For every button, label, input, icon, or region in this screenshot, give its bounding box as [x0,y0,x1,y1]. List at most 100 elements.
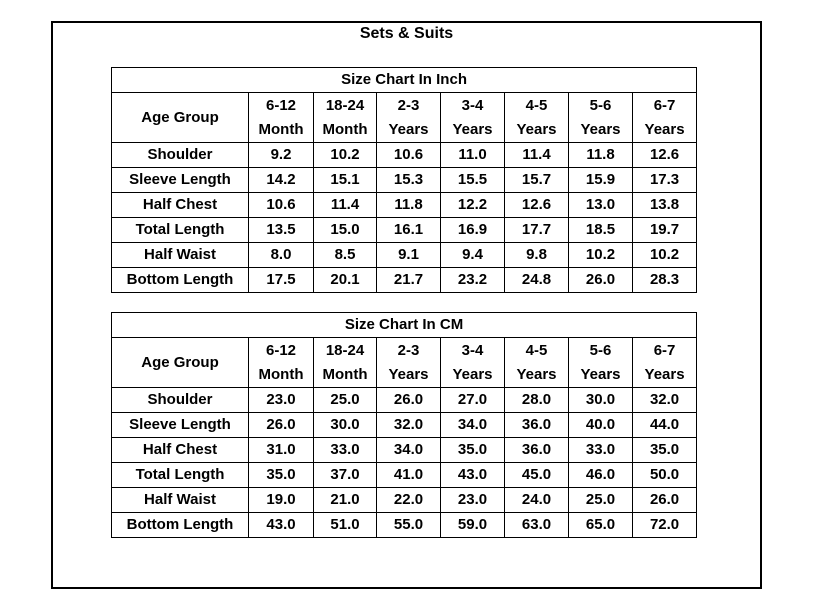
cell: 21.0 [313,487,377,513]
cell: 27.0 [440,387,505,413]
cell: 8.0 [248,242,314,268]
header-line: 3-4 [461,96,484,114]
row-label: Shoulder [111,387,249,413]
cell: 15.7 [504,167,569,193]
cell: 30.0 [313,412,377,438]
cell: 14.2 [248,167,314,193]
cell: 22.0 [376,487,441,513]
cell: 30.0 [568,387,633,413]
cell: 33.0 [313,437,377,463]
data-row: Half Chest 10.6 11.4 11.8 12.2 12.6 13.0 13.8 [111,192,698,218]
header-line: 4-5 [525,96,548,114]
cell: 10.2 [631,242,698,268]
cell: 35.0 [631,437,698,463]
header-line: Years [580,120,621,138]
cell: 59.0 [440,512,505,538]
cell: 23.0 [440,487,505,513]
cell: 37.0 [313,462,377,488]
row-label: Half Chest [111,437,249,463]
cell: 21.7 [376,267,441,293]
cell: 10.2 [313,142,377,168]
cell: 13.0 [568,192,633,218]
row-label: Half Waist [111,487,249,513]
row-label: Shoulder [111,142,249,168]
cell: 34.0 [376,437,441,463]
cell: 12.6 [631,142,698,168]
header-line: 18-24 [325,341,365,359]
cell: 41.0 [376,462,441,488]
header-line: Month [258,120,304,138]
cell: 10.6 [248,192,314,218]
data-row: Shoulder 9.2 10.2 10.6 11.0 11.4 11.8 12.6 [111,142,698,168]
header-line: Years [580,365,621,383]
cell: 16.1 [376,217,441,243]
cell: 15.5 [440,167,505,193]
header-line: Month [322,120,368,138]
cell: 20.1 [313,267,377,293]
header-line: Month [322,365,368,383]
page-title: Sets & Suits [359,25,454,42]
data-row: Shoulder 23.0 25.0 26.0 27.0 28.0 30.0 32.0 [111,387,698,413]
row-label: Bottom Length [111,267,249,293]
cell: 11.8 [568,142,633,168]
header-line: Years [644,365,685,383]
cell: 28.0 [504,387,569,413]
size-table: Size Chart In Inch Age Group 6-12 Month 18-2… [110,67,698,293]
row-label: Total Length [111,217,249,243]
header-cell: 2-3 Years [376,337,441,388]
header-cell: 6-12 Month [248,92,314,143]
table-title: Size Chart In Inch [110,67,698,93]
cell: 45.0 [504,462,569,488]
cell: 9.8 [504,242,569,268]
header-cell: 18-24 Month [313,92,377,143]
cell: 15.3 [376,167,441,193]
header-line: 2-3 [397,341,420,359]
header-line: Years [452,120,493,138]
cell: 16.9 [440,217,505,243]
header-row: Age Group 6-12 Month 18-24 Month 2-3 Years 3-4 Y… [111,337,698,388]
cell: 34.0 [440,412,505,438]
cell: 23.2 [440,267,505,293]
header-cell: 4-5 Years [504,92,569,143]
cell: 19.7 [631,217,698,243]
header-cell: 6-7 Years [631,92,698,143]
size-table: Size Chart In CM Age Group 6-12 Month 18-24 M… [110,312,698,538]
cell: 11.0 [440,142,505,168]
cell: 17.7 [504,217,569,243]
header-line: 6-12 [265,96,297,114]
cell: 9.4 [440,242,505,268]
header-line: Years [516,120,557,138]
data-row: Bottom Length 17.5 20.1 21.7 23.2 24.8 26.0 28.… [111,267,698,293]
cell: 36.0 [504,437,569,463]
cell: 44.0 [631,412,698,438]
table-title: Size Chart In CM [110,312,698,338]
cell: 35.0 [440,437,505,463]
cell: 26.0 [248,412,314,438]
cell: 28.3 [631,267,698,293]
cell: 32.0 [376,412,441,438]
cell: 43.0 [440,462,505,488]
header-line: Years [452,365,493,383]
data-row: Bottom Length 43.0 51.0 55.0 59.0 63.0 65.0 72.… [111,512,698,538]
header-line: Years [644,120,685,138]
cell: 19.0 [248,487,314,513]
cell: 15.0 [313,217,377,243]
row-label: Sleeve Length [111,167,249,193]
row-label: Half Chest [111,192,249,218]
cell: 33.0 [568,437,633,463]
row-label: Half Waist [111,242,249,268]
data-row: Half Waist 19.0 21.0 22.0 23.0 24.0 25.0 26.0 [111,487,698,513]
header-cell: 5-6 Years [568,92,633,143]
cell: 18.5 [568,217,633,243]
cell: 35.0 [248,462,314,488]
header-line: 3-4 [461,341,484,359]
cell: 46.0 [568,462,633,488]
cell: 8.5 [313,242,377,268]
cell: 9.2 [248,142,314,168]
header-cell: 5-6 Years [568,337,633,388]
header-cell: 6-12 Month [248,337,314,388]
cell: 11.8 [376,192,441,218]
cell: 63.0 [504,512,569,538]
header-cell: 3-4 Years [440,92,505,143]
cell: 26.0 [631,487,698,513]
